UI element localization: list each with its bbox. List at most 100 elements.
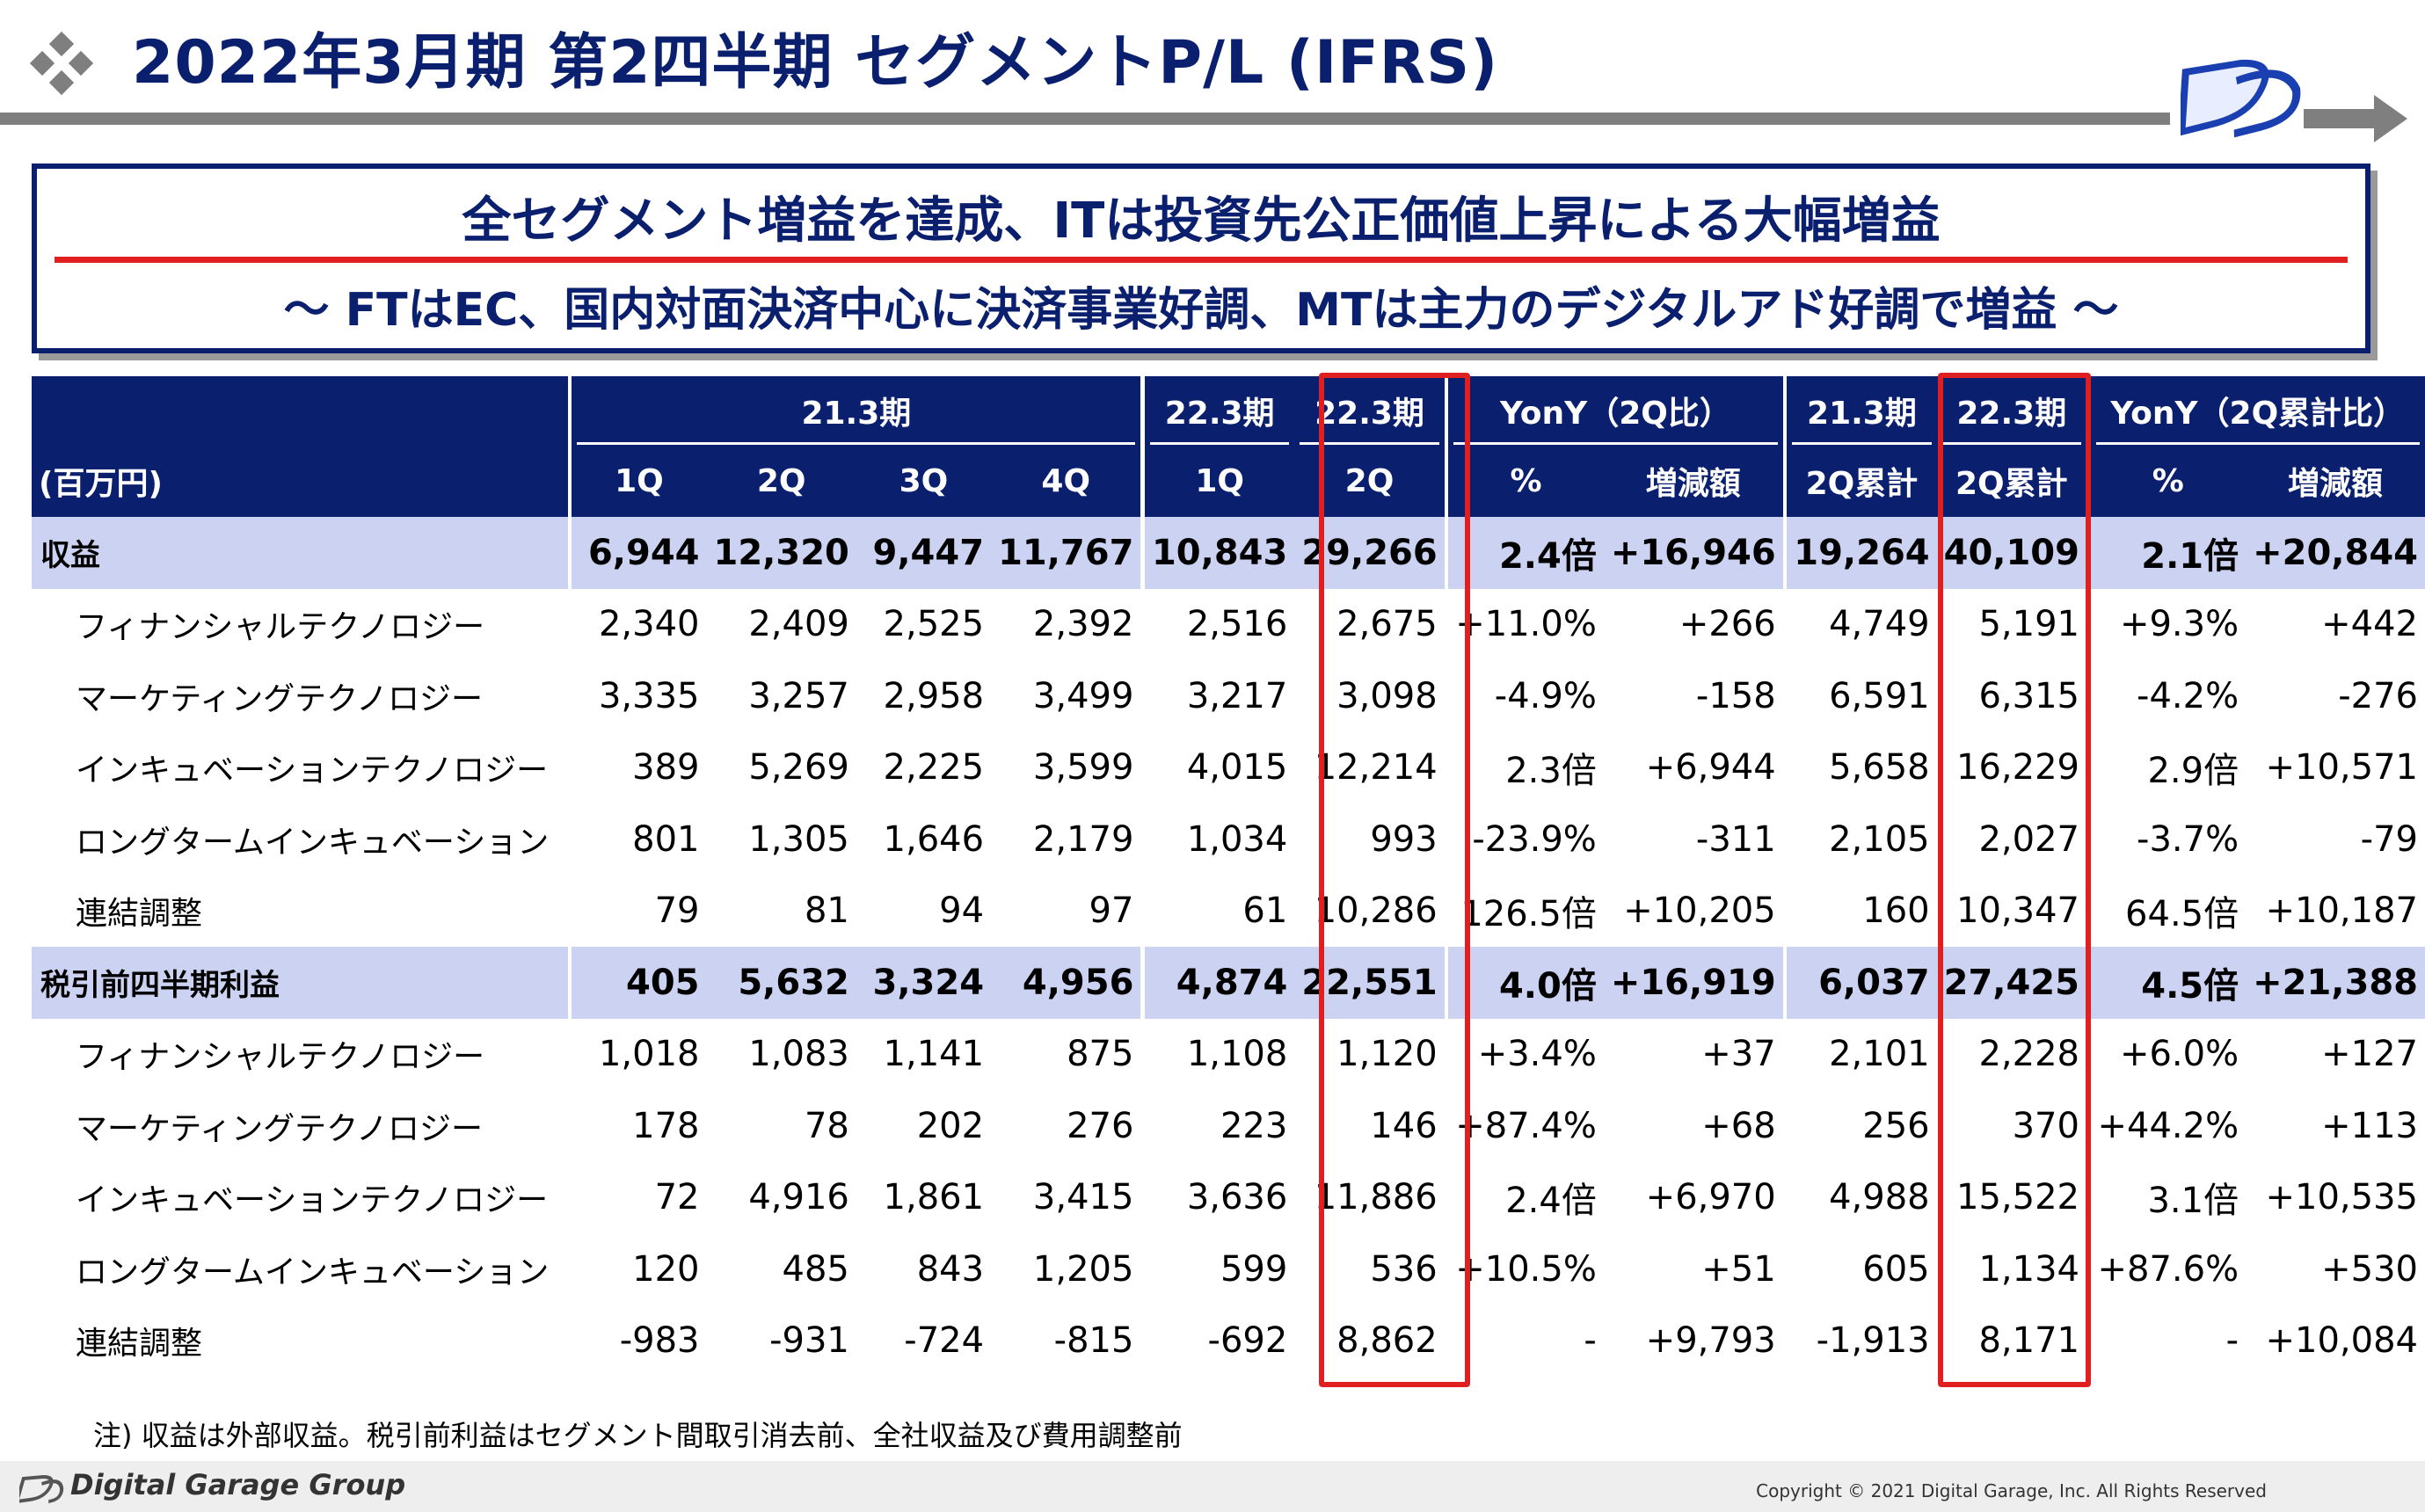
page-title: 2022年3月期 第2四半期 セグメントP/L (IFRS) xyxy=(132,28,1499,98)
table-cell: 79 xyxy=(654,890,700,932)
subheader: 3Q xyxy=(856,445,992,517)
table-cell: 1,034 xyxy=(1186,818,1288,860)
table-cell: - xyxy=(2225,1320,2239,1362)
table-cell: 2,228 xyxy=(1978,1034,2079,1075)
table-cell: 1,083 xyxy=(748,1034,849,1075)
table-cell: -1,913 xyxy=(1816,1320,1930,1362)
header-fy21: 21.3期 xyxy=(572,376,1141,445)
table-cell: 16,229 xyxy=(1956,747,2079,789)
table-cell: 94 xyxy=(939,890,985,932)
table-cell: +37 xyxy=(1701,1034,1776,1075)
subheader: % xyxy=(2090,445,2247,517)
table-cell: 1,108 xyxy=(1186,1034,1288,1075)
row-label: フィナンシャルテクノロジー xyxy=(76,609,485,646)
banner-divider xyxy=(55,257,2348,263)
table-cell: -931 xyxy=(769,1320,849,1362)
table-cell: 2.4倍 xyxy=(1505,1181,1597,1222)
subheader: % xyxy=(1448,445,1604,517)
subheader: 増減額 xyxy=(1603,445,1783,517)
banner-headline: 全セグメント増益を達成、ITは投資先公正価値上昇による大幅増益 xyxy=(462,193,1941,250)
copyright-text: Copyright © 2021 Digital Garage, Inc. Al… xyxy=(1756,1480,2267,1501)
table-cell: 11,886 xyxy=(1314,1177,1438,1218)
table-cell: 2,675 xyxy=(1336,604,1438,645)
table-cell: 120 xyxy=(632,1248,700,1290)
table-cell: 126.5倍 xyxy=(1460,894,1597,935)
row-label: インキュベーションテクノロジー xyxy=(76,752,549,789)
table-cell: -3.7% xyxy=(2137,818,2239,860)
highlight-22-2q xyxy=(1319,373,1470,1387)
table-cell: +87.4% xyxy=(1455,1105,1597,1146)
arrow-head-icon xyxy=(2304,95,2407,142)
table-cell: 5,632 xyxy=(706,947,856,1019)
table-cell: +20,844 xyxy=(2246,517,2425,589)
table-cell: 3,257 xyxy=(748,675,849,716)
table-cell: 40,109 xyxy=(1936,517,2086,589)
table-cell: 1,120 xyxy=(1336,1034,1438,1075)
table-cell: 2,516 xyxy=(1186,604,1288,645)
table-cell: -692 xyxy=(1207,1320,1288,1362)
table-header-sub-row: (百万円) 1Q 2Q 3Q 4Q 1Q 2Q % 増減額 2Q累計 2Q累計 … xyxy=(32,445,2425,517)
row-label: フィナンシャルテクノロジー xyxy=(76,1039,485,1076)
table-cell: 97 xyxy=(1089,890,1134,932)
table-cell: 3,335 xyxy=(598,675,700,716)
table-cell: 2,958 xyxy=(883,675,985,716)
table-cell: -311 xyxy=(1695,818,1776,860)
table-cell: - xyxy=(1584,1320,1597,1362)
table-cell: 370 xyxy=(2012,1105,2079,1146)
table-cell: +21,388 xyxy=(2246,947,2425,1019)
table-cell: -4.2% xyxy=(2137,675,2239,716)
table-cell: 1,646 xyxy=(883,818,985,860)
subheader: 1Q xyxy=(1144,445,1295,517)
header-fy22-cum: 22.3期 xyxy=(1936,376,2086,445)
table-cell: -815 xyxy=(1053,1320,1134,1362)
table-cell: +51 xyxy=(1701,1248,1776,1290)
table-cell: 2,225 xyxy=(883,747,985,789)
table-cell: +9,793 xyxy=(1645,1320,1776,1362)
table-cell: 389 xyxy=(632,747,700,789)
table-cell: +6,944 xyxy=(1645,747,1776,789)
table-cell: 81 xyxy=(804,890,849,932)
company-logo-icon xyxy=(19,1474,64,1504)
table-cell: 12,214 xyxy=(1314,747,1438,789)
row-label: マーケティングテクノロジー xyxy=(76,1110,483,1147)
table-cell: 2,179 xyxy=(1032,818,1134,860)
table-cell: 1,141 xyxy=(883,1034,985,1075)
table-cell: 11,767 xyxy=(991,517,1141,589)
table-cell: 2,027 xyxy=(1978,818,2079,860)
digital-garage-logo xyxy=(2181,59,2301,138)
table-cell: +11.0% xyxy=(1455,604,1597,645)
table-cell: +10.5% xyxy=(1455,1248,1597,1290)
table-row: インキュベーションテクノロジー 389 5,269 2,225 3,599 4,015 12… xyxy=(32,731,2425,803)
table-cell: 6,315 xyxy=(1978,675,2079,716)
subheader: 増減額 xyxy=(2246,445,2425,517)
row-label: インキュベーションテクノロジー xyxy=(76,1182,549,1219)
table-cell: 6,037 xyxy=(1787,947,1937,1019)
table-row: 連結調整 79 81 94 97 61 10,286 126.5倍 +10,205 160 10,3… xyxy=(32,875,2425,947)
table-cell: +10,571 xyxy=(2265,747,2418,789)
table-cell: 4.5倍 xyxy=(2090,947,2247,1019)
table-cell: +530 xyxy=(2321,1248,2418,1290)
header-yoy-cum: YonY（2Q累計比） xyxy=(2090,376,2425,445)
table-cell: 2,101 xyxy=(1829,1034,1930,1075)
subheader: 2Q累計 xyxy=(1787,445,1937,517)
segment-pl-table: 21.3期 22.3期 22.3期 YonY（2Q比） 21.3期 22.3期 … xyxy=(32,376,2425,1377)
table-header-group-row: 21.3期 22.3期 22.3期 YonY（2Q比） 21.3期 22.3期 … xyxy=(32,376,2425,445)
table-cell: 5,191 xyxy=(1978,604,2079,645)
header-fy22: 22.3期 xyxy=(1144,376,1295,445)
table-cell: 3,217 xyxy=(1186,675,1288,716)
table-cell: 4,956 xyxy=(991,947,1141,1019)
table-cell: 27,425 xyxy=(1936,947,2086,1019)
table-cell: 2.9倍 xyxy=(2147,751,2239,792)
table-cell: 485 xyxy=(782,1248,849,1290)
table-cell: 6,591 xyxy=(1829,675,1930,716)
table-row: マーケティングテクノロジー 178 78 202 276 223 146 +87.4% +68 2… xyxy=(32,1090,2425,1162)
table-cell: 12,320 xyxy=(706,517,856,589)
table-cell: -724 xyxy=(904,1320,985,1362)
table-cell: 4,874 xyxy=(1144,947,1295,1019)
unit-label: (百万円) xyxy=(32,445,568,517)
table-cell: 10,347 xyxy=(1956,890,2079,932)
table-cell: +3.4% xyxy=(1477,1034,1597,1075)
table-cell: 6,944 xyxy=(572,517,707,589)
table-cell: 1,018 xyxy=(598,1034,700,1075)
table-cell: -983 xyxy=(619,1320,700,1362)
